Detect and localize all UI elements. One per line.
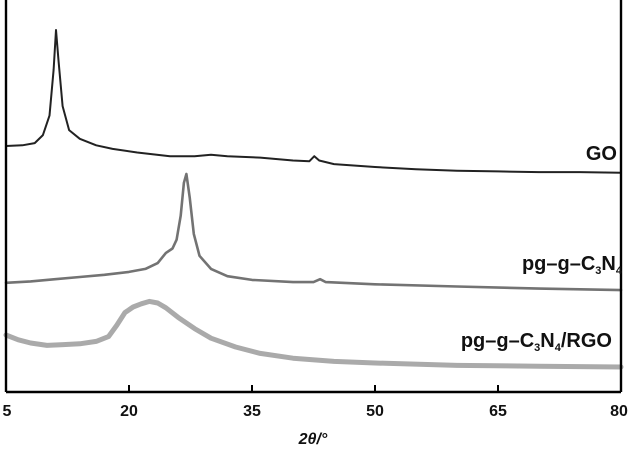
axes: 5 20 35 50 65 80 2θ/° xyxy=(3,0,628,448)
x-tick-label-1: 20 xyxy=(120,403,138,420)
x-tick-label-3: 50 xyxy=(366,403,384,420)
x-tick-label-4: 65 xyxy=(489,403,507,420)
series-line-1 xyxy=(4,172,623,292)
series-line-2 xyxy=(3,298,624,370)
plot-area xyxy=(3,29,624,370)
series-label-2: pg–g–C3N4/RGO xyxy=(461,330,612,354)
series-label-0: GO xyxy=(586,143,617,165)
x-tick-label-0: 5 xyxy=(3,403,12,420)
series-line-0 xyxy=(5,29,622,174)
x-tick-label-2: 35 xyxy=(243,403,261,420)
x-axis-label: 2θ/° xyxy=(298,431,328,448)
series-labels: GO pg–g–C3N4 pg–g–C3N4/RGO xyxy=(461,143,623,354)
x-tick-label-5: 80 xyxy=(610,403,628,420)
series-label-1: pg–g–C3N4 xyxy=(522,253,623,277)
